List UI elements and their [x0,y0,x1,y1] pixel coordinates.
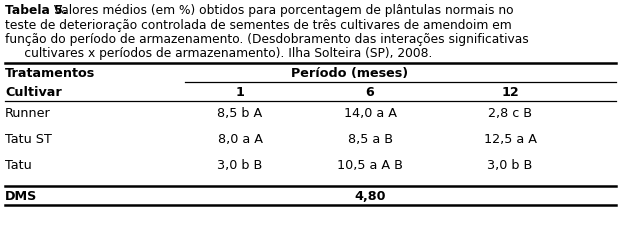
Text: Tatu: Tatu [5,158,32,171]
Text: Tabela 5.: Tabela 5. [5,4,68,17]
Text: Tratamentos: Tratamentos [5,67,95,80]
Text: Cultivar: Cultivar [5,86,61,98]
Text: 3,0 b B: 3,0 b B [217,158,263,171]
Text: função do período de armazenamento. (Desdobramento das interações significativas: função do período de armazenamento. (Des… [5,33,528,46]
Text: 8,5 a B: 8,5 a B [348,132,392,145]
Text: 1: 1 [235,86,245,98]
Text: 8,0 a A: 8,0 a A [217,132,263,145]
Text: 3,0 b B: 3,0 b B [487,158,533,171]
Text: 14,0 a A: 14,0 a A [343,106,396,120]
Text: Valores médios (em %) obtidos para porcentagem de plântulas normais no: Valores médios (em %) obtidos para porce… [50,4,514,17]
Text: teste de deterioração controlada de sementes de três cultivares de amendoim em: teste de deterioração controlada de seme… [5,18,512,31]
Text: 10,5 a A B: 10,5 a A B [337,158,403,171]
Text: Runner: Runner [5,106,51,120]
Text: 8,5 b A: 8,5 b A [217,106,263,120]
Text: Período (meses): Período (meses) [291,67,409,80]
Text: Tatu ST: Tatu ST [5,132,52,145]
Text: DMS: DMS [5,189,37,202]
Text: 12,5 a A: 12,5 a A [484,132,537,145]
Text: 4,80: 4,80 [354,189,386,202]
Text: 12: 12 [501,86,519,98]
Text: 2,8 c B: 2,8 c B [488,106,532,120]
Text: cultivares x períodos de armazenamento). Ilha Solteira (SP), 2008.: cultivares x períodos de armazenamento).… [5,47,432,60]
Text: 6: 6 [366,86,374,98]
